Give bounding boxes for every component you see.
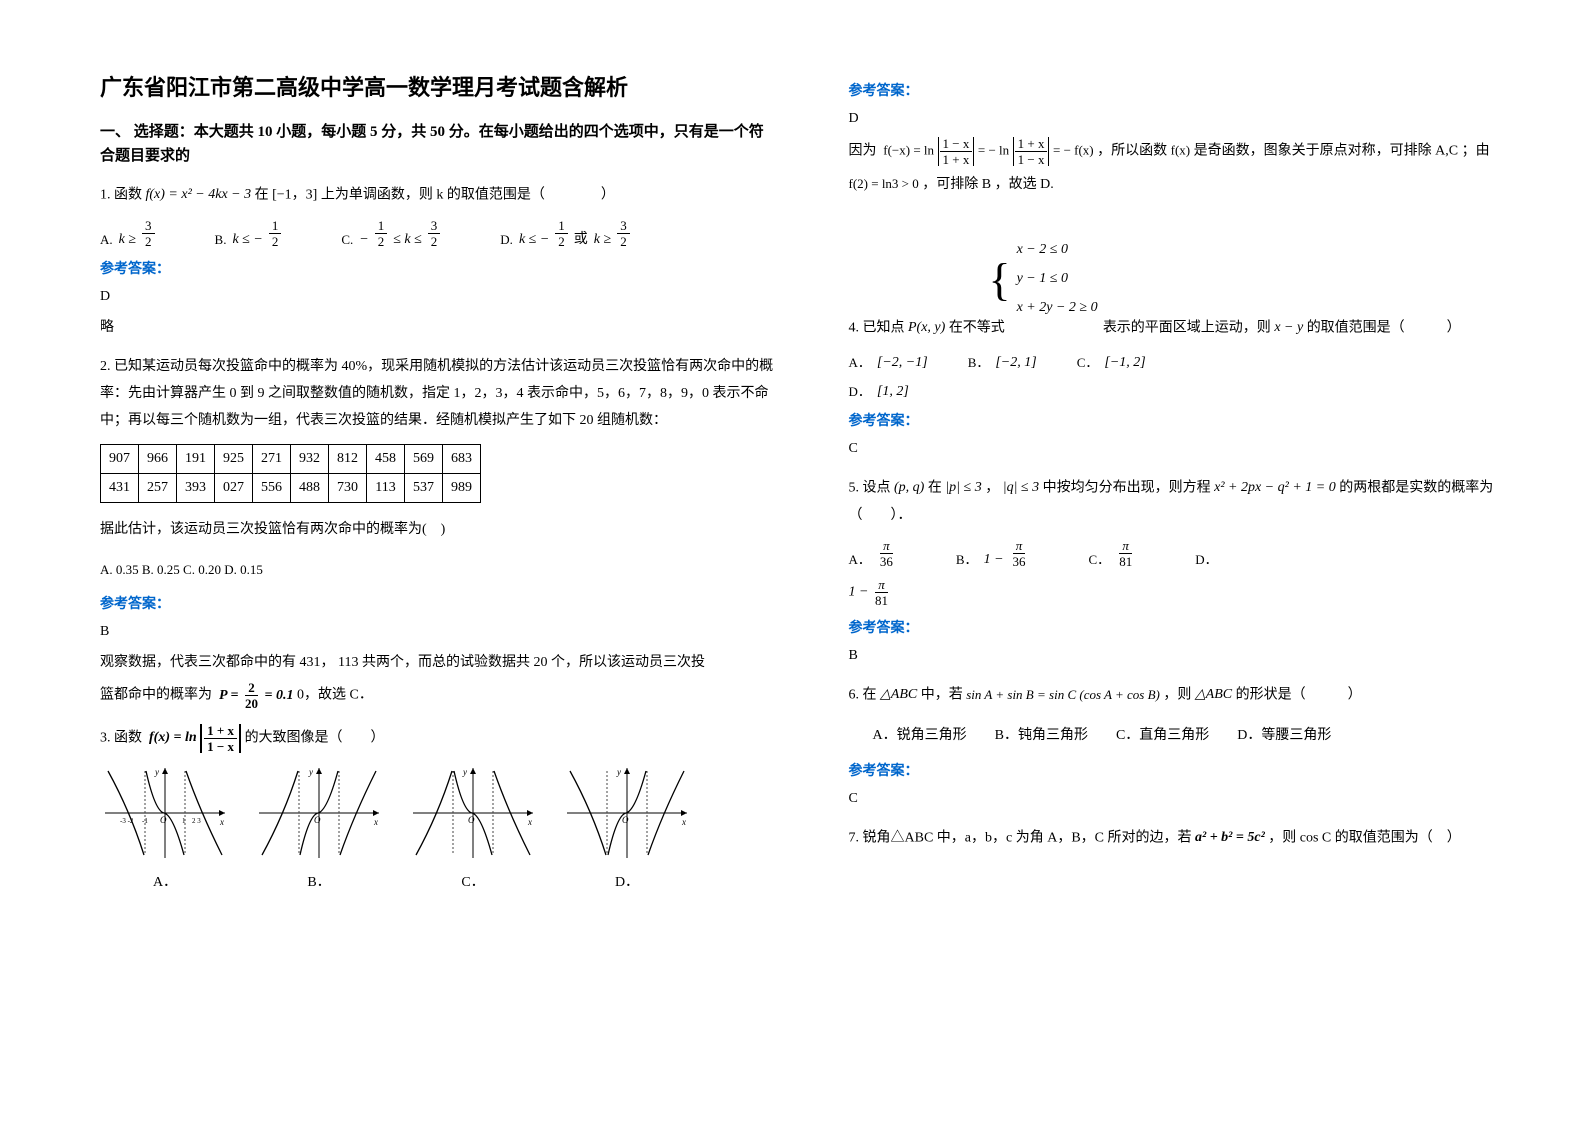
q6-stem: 6. 在 △ABC 中，若 sin A + sin B = sin C (cos…	[849, 682, 1528, 709]
svg-text:y: y	[616, 767, 621, 777]
q4-optD: D．[1, 2]	[849, 381, 909, 400]
q2-answer-label: 参考答案：	[100, 593, 779, 613]
section-header: 一、 选择题：本大题共 10 小题，每小题 5 分，共 50 分。在每小题给出的…	[100, 120, 779, 168]
svg-text:O: O	[314, 815, 321, 825]
q4-options2: D．[1, 2]	[849, 381, 1528, 400]
q1-math: f(x) = x² − 4kx − 3	[146, 182, 252, 209]
q5-stem: 5. 设点 (p, q) 在 |p| ≤ 3 ， |q| ≤ 3 中按均匀分布出…	[849, 475, 1528, 529]
q1-optD: D. k ≤ −12 或k ≥ 32	[500, 219, 629, 248]
q2-expl-pre: 观察数据，代表三次都命中的有 431， 113 共两个，而总的试验数据共 20 …	[100, 650, 779, 675]
svg-text:O: O	[468, 815, 475, 825]
q6-answer-label: 参考答案：	[849, 760, 1528, 780]
q1-answer-note: 略	[100, 315, 779, 340]
page-title: 广东省阳江市第二高级中学高一数学理月考试题含解析	[100, 70, 779, 102]
q5-optA: A． π36	[849, 539, 896, 568]
q1-optB: B. k ≤ −12	[215, 219, 282, 248]
right-column: 参考答案： D 因为 f(−x) = ln 1 − x1 + x = − ln …	[849, 70, 1528, 1082]
svg-text:x: x	[527, 817, 532, 827]
q4-optB: B．[−2, 1]	[968, 352, 1037, 371]
svg-text:O: O	[160, 815, 167, 825]
svg-text:y: y	[462, 767, 467, 777]
q6-answer: C	[849, 786, 1528, 811]
svg-text:x: x	[681, 817, 686, 827]
q3-graph-a: O x y -3 -2 -1 1 2 3 A．	[100, 763, 230, 891]
q5-options: A． π36 B． 1 − π36 C． π81 D．	[849, 539, 1528, 568]
q3-label-a: A．	[153, 871, 177, 891]
svg-text:y: y	[308, 767, 313, 777]
q5-optD: D．	[1195, 549, 1217, 568]
svg-text:1: 1	[182, 817, 186, 825]
left-column: 广东省阳江市第二高级中学高一数学理月考试题含解析 一、 选择题：本大题共 10 …	[100, 70, 779, 1082]
q3-expl: 因为 f(−x) = ln 1 − x1 + x = − ln 1 + x1 −…	[849, 137, 1528, 166]
q3-expl2: f(2) = ln3 > 0 ，可排除 B ，故选 D.	[849, 172, 1528, 197]
q2-table: 907 966 191 925 271 932 812 458 569 683 …	[100, 444, 481, 503]
q4-options: A．[−2, −1] B．[−2, 1] C．[−1, 2]	[849, 352, 1528, 371]
q1-answer: D	[100, 284, 779, 309]
q4-answer: C	[849, 436, 1528, 461]
svg-text:-1: -1	[142, 817, 148, 825]
table-row: 907 966 191 925 271 932 812 458 569 683	[101, 445, 481, 474]
q5-optC: C． π81	[1089, 539, 1136, 568]
q3-graph-c: O x y C．	[408, 763, 538, 891]
q3-label-b: B．	[307, 871, 330, 891]
q2-stem2: 据此估计，该运动员三次投篮恰有两次命中的概率为( )	[100, 517, 779, 544]
svg-text:-3 -2: -3 -2	[120, 817, 134, 825]
q5-answer: B	[849, 643, 1528, 668]
q3-label-d: D．	[615, 871, 639, 891]
q5-answer-label: 参考答案：	[849, 617, 1528, 637]
q2-stem: 2. 已知某运动员每次投篮命中的概率为 40%，现采用随机模拟的方法估计该运动员…	[100, 354, 779, 434]
svg-text:O: O	[622, 815, 629, 825]
q5-optD-val: 1 − π81	[849, 578, 1528, 607]
q1-stem: 1. 函数 f(x) = x² − 4kx − 3 在 [−1，3] 上为单调函…	[100, 182, 779, 209]
q3-answer-label: 参考答案：	[849, 80, 1528, 100]
q4-optA: A．[−2, −1]	[849, 352, 928, 371]
q2-answer: B	[100, 619, 779, 644]
svg-text:2 3: 2 3	[192, 817, 201, 825]
q6-opts: A．锐角三角形 B．钝角三角形 C．直角三角形 D．等腰三角形	[873, 723, 1528, 750]
q3-graph-b: O x y B．	[254, 763, 384, 891]
q4-stem: { x − 2 ≤ 0 y − 1 ≤ 0 x + 2y − 2 ≥ 0 4. …	[849, 237, 1528, 342]
q3-answer: D	[849, 106, 1528, 131]
q5-optB: B． 1 − π36	[956, 539, 1029, 568]
svg-text:x: x	[373, 817, 378, 827]
table-row: 431 257 393 027 556 488 730 113 537 989	[101, 474, 481, 503]
q1-pre: 1. 函数	[100, 188, 142, 203]
q1-optC: C. −12 ≤ k ≤ 32	[341, 219, 440, 248]
q1-post: 在 [−1，3] 上为单调函数，则 k 的取值范围是（ ）	[255, 188, 615, 203]
q1-answer-label: 参考答案：	[100, 258, 779, 278]
q2-opts: A. 0.35 B. 0.25 C. 0.20 D. 0.15	[100, 558, 779, 583]
q3-label-c: C．	[461, 871, 484, 891]
q1-options: A. k ≥ 32 B. k ≤ −12 C. −12 ≤ k ≤ 32 D. …	[100, 219, 779, 248]
q1-optA: A. k ≥ 32	[100, 219, 155, 248]
svg-text:y: y	[154, 767, 159, 777]
q4-answer-label: 参考答案：	[849, 410, 1528, 430]
q4-optC: C．[−1, 2]	[1077, 352, 1146, 371]
q3-graph-d: O x y D．	[562, 763, 692, 891]
q3-graphs: O x y -3 -2 -1 1 2 3 A． O	[100, 763, 779, 891]
q2-expl: 篮都命中的概率为 P = 220 = 0.1 0，故选 C．	[100, 681, 779, 710]
q3-stem: 3. 函数 f(x) = ln 1 + x1 − x 的大致图像是（ ）	[100, 724, 779, 753]
svg-text:x: x	[219, 817, 224, 827]
q7-stem: 7. 锐角△ABC 中，a，b，c 为角 A，B，C 所对的边，若 a² + b…	[849, 825, 1528, 852]
